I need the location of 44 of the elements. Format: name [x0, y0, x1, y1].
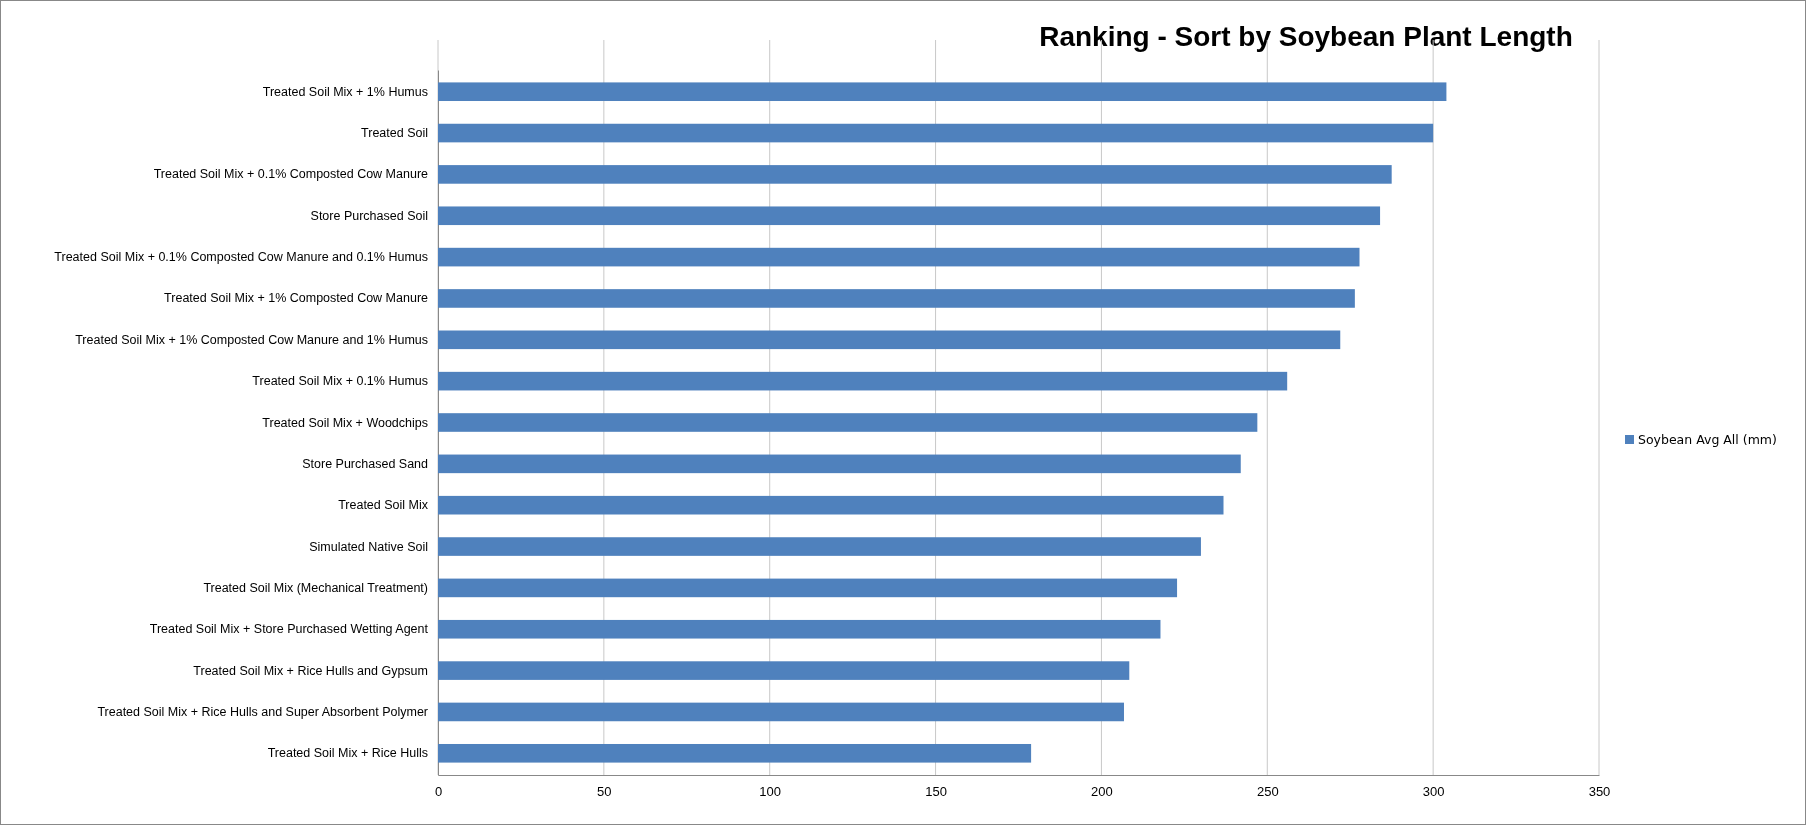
- x-tick-label: 250: [1256, 784, 1279, 800]
- legend-label: Soybean Avg All (mm): [1638, 432, 1777, 447]
- x-tick-label: 350: [1588, 784, 1611, 800]
- bar: [438, 454, 1241, 474]
- chart-title: Ranking - Sort by Soybean Plant Length: [1039, 21, 1573, 52]
- y-tick-label: Treated Soil Mix + 0.1% Humus: [252, 374, 428, 389]
- bar: [438, 165, 1392, 184]
- y-tick-label: Treated Soil Mix + 1% Composted Cow Manure: [164, 291, 429, 306]
- x-tick-label: 0: [434, 784, 443, 800]
- y-tick-label: Treated Soil Mix (Mechanical Treatment): [203, 580, 428, 595]
- bar: [438, 495, 1224, 515]
- y-tick-label: Store Purchased Soil: [310, 208, 428, 223]
- y-tick-label: Treated Soil: [361, 126, 428, 141]
- y-tick-label: Treated Soil Mix + Store Purchased Wetting Agent: [149, 622, 429, 637]
- bar: [438, 82, 1447, 102]
- bar: [438, 123, 1434, 143]
- bar: [438, 371, 1288, 391]
- bar: [438, 289, 1355, 308]
- x-tick-label: 200: [1091, 784, 1113, 800]
- y-tick-label: Treated Soil Mix: [338, 498, 429, 513]
- x-tick-label: 300: [1422, 784, 1445, 800]
- y-tick-label: Simulated Native Soil: [309, 539, 428, 554]
- y-tick-label: Treated Soil Mix + Rice Hulls and Gypsum: [193, 663, 428, 678]
- bar: [438, 702, 1124, 722]
- bar: [438, 578, 1178, 598]
- bar: [438, 743, 1032, 763]
- y-tick-label: Treated Soil Mix + 0.1% Composted Cow Manure: [153, 167, 429, 182]
- y-tick-label: Treated Soil Mix + Woodchips: [262, 415, 428, 430]
- y-tick-label: Store Purchased Sand: [302, 456, 429, 471]
- bar: [438, 661, 1130, 680]
- y-tick-label: Treated Soil Mix + 1% Humus: [262, 84, 428, 99]
- y-tick-label: Treated Soil Mix + 1% Composted Cow Manure and 1% Humus: [75, 332, 428, 347]
- bar: [438, 206, 1381, 226]
- y-tick-label: Treated Soil Mix + Rice Hulls and Super Absorbent Polymer: [97, 704, 428, 719]
- x-tick-label: 50: [597, 784, 612, 800]
- y-tick-label: Treated Soil Mix + 0.1% Composted Cow Manure and 0.1% Humus: [54, 250, 428, 265]
- bar: [438, 619, 1161, 639]
- bar: [438, 247, 1360, 267]
- y-tick-label: Treated Soil Mix + Rice Hulls: [267, 746, 428, 761]
- x-tick-label: 100: [759, 784, 782, 800]
- bar: [438, 537, 1201, 556]
- bar: [438, 413, 1258, 432]
- bar: [438, 330, 1341, 350]
- x-tick-label: 150: [925, 784, 947, 800]
